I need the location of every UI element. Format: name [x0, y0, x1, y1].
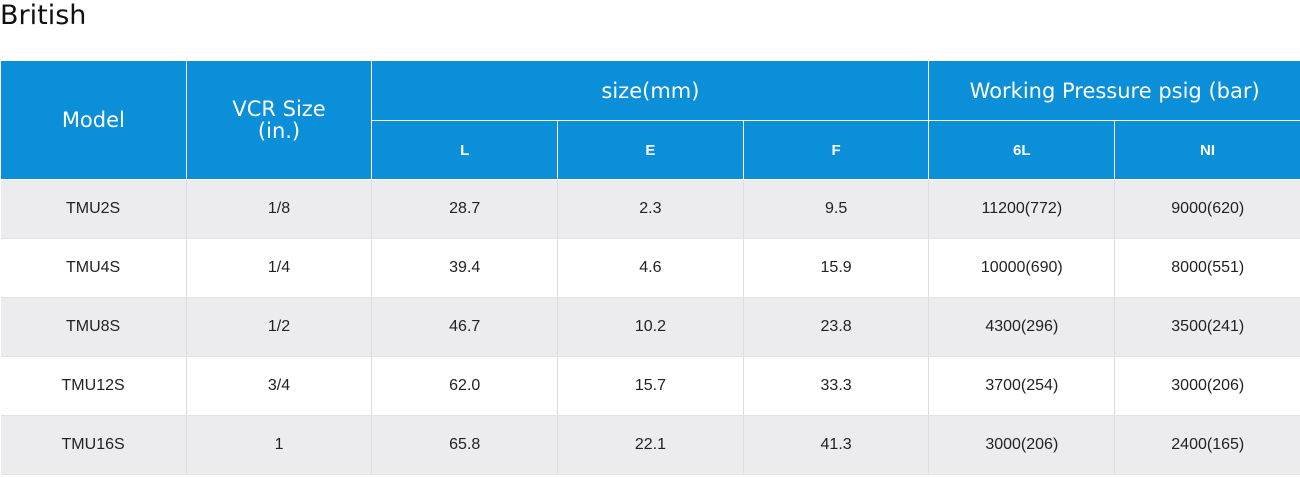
cell-ni: 3500(241)	[1114, 297, 1300, 357]
header-ni: NI	[1114, 120, 1300, 180]
cell-model: TMU8S	[0, 297, 187, 357]
size-group-header: size(mm)	[371, 60, 930, 121]
cell-vcr-size: 1/2	[185, 297, 373, 357]
table-header: Model VCR Size (in.) size(mm) Working Pr…	[0, 60, 1300, 180]
cell-l: 46.7	[371, 297, 559, 357]
cell-e: 22.1	[557, 415, 744, 475]
table-row: TMU2S 1/8 28.7 2.3 9.5 11200(772) 9000(6…	[0, 179, 1300, 239]
cell-vcr-size: 1/4	[185, 238, 373, 298]
cell-e: 10.2	[557, 297, 744, 357]
cell-model: TMU2S	[0, 179, 187, 239]
header-f: F	[742, 120, 930, 180]
cell-f: 23.8	[742, 297, 930, 357]
cell-f: 9.5	[742, 179, 930, 239]
table-row: TMU4S 1/4 39.4 4.6 15.9 10000(690) 8000(…	[0, 238, 1300, 298]
cell-l: 65.8	[371, 415, 559, 475]
cell-model: TMU12S	[0, 356, 187, 416]
header-row-2: L E F 6L NI	[1, 120, 1300, 180]
header-l: L	[371, 120, 559, 180]
vcr-size-header-line1: VCR Size	[232, 97, 326, 121]
cell-6l: 10000(690)	[928, 238, 1116, 298]
page-title: British	[0, 0, 87, 31]
cell-vcr-size: 3/4	[185, 356, 373, 416]
cell-model: TMU4S	[0, 238, 187, 298]
cell-6l: 3000(206)	[928, 415, 1116, 475]
cell-ni: 8000(551)	[1114, 238, 1300, 298]
vcr-size-header-line2: (in.)	[257, 119, 301, 143]
table-row: TMU16S 1 65.8 22.1 41.3 3000(206) 2400(1…	[0, 415, 1300, 475]
cell-vcr-size: 1	[185, 415, 373, 475]
cell-e: 4.6	[557, 238, 744, 298]
cell-model: TMU16S	[0, 415, 187, 475]
header-row-1: Model VCR Size (in.) size(mm) Working Pr…	[0, 60, 1300, 180]
cell-6l: 4300(296)	[928, 297, 1116, 357]
cell-l: 28.7	[371, 179, 559, 239]
cell-l: 62.0	[371, 356, 559, 416]
table-row: TMU12S 3/4 62.0 15.7 33.3 3700(254) 3000…	[0, 356, 1300, 416]
table-row: TMU8S 1/2 46.7 10.2 23.8 4300(296) 3500(…	[0, 297, 1300, 357]
cell-vcr-size: 1/8	[185, 179, 373, 239]
cell-l: 39.4	[371, 238, 559, 298]
cell-e: 2.3	[557, 179, 744, 239]
cell-e: 15.7	[557, 356, 744, 416]
header-6l: 6L	[928, 120, 1116, 180]
vcr-size-header: VCR Size (in.)	[185, 60, 373, 180]
cell-f: 41.3	[742, 415, 930, 475]
cell-f: 15.9	[742, 238, 930, 298]
cell-ni: 3000(206)	[1114, 356, 1300, 416]
model-header: Model	[0, 60, 187, 180]
cell-6l: 3700(254)	[928, 356, 1116, 416]
cell-6l: 11200(772)	[928, 179, 1116, 239]
cell-ni: 9000(620)	[1114, 179, 1300, 239]
header-e: E	[557, 120, 744, 180]
spec-table: Model VCR Size (in.) size(mm) Working Pr…	[0, 60, 1300, 475]
pressure-group-header: Working Pressure psig (bar)	[928, 60, 1300, 121]
cell-ni: 2400(165)	[1114, 415, 1300, 475]
cell-f: 33.3	[742, 356, 930, 416]
table-body: TMU2S 1/8 28.7 2.3 9.5 11200(772) 9000(6…	[0, 179, 1300, 475]
